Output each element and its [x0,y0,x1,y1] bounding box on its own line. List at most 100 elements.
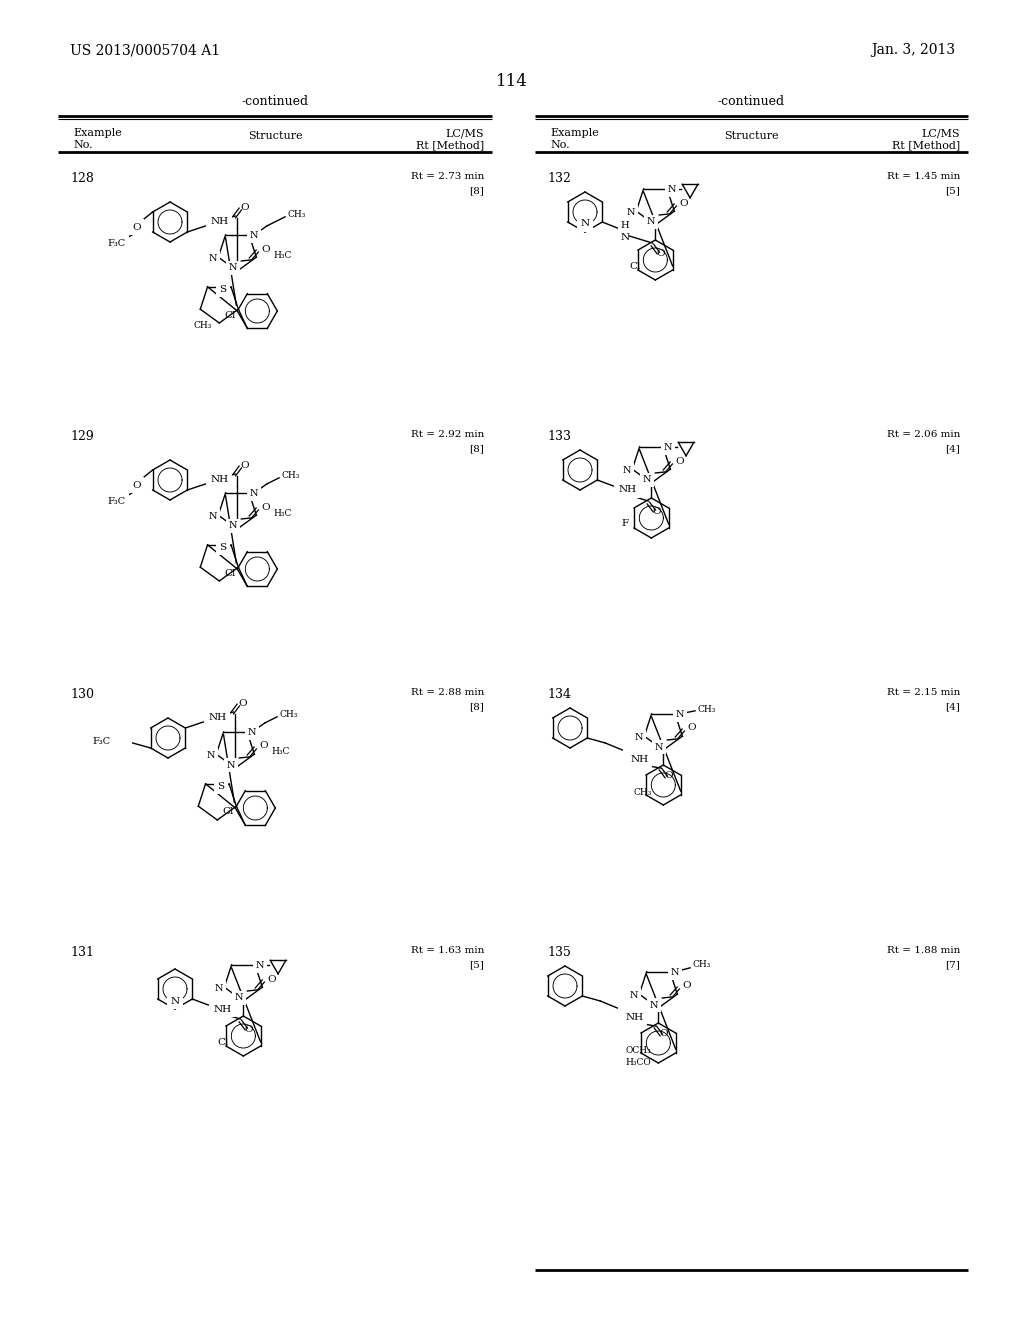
Text: NH: NH [618,486,637,495]
Text: OCH₃: OCH₃ [625,1045,651,1055]
Text: N: N [209,512,217,520]
Text: Rt = 2.88 min: Rt = 2.88 min [411,688,484,697]
Text: N: N [621,234,630,242]
Text: S: S [219,285,226,294]
Text: S: S [217,783,224,791]
Text: Cl: Cl [630,261,641,271]
Text: O: O [259,742,268,751]
Text: [4]: [4] [945,444,961,453]
Text: 129: 129 [70,430,94,444]
Text: N: N [676,710,684,719]
Text: 128: 128 [70,172,94,185]
Text: Rt = 2.92 min: Rt = 2.92 min [411,430,484,440]
Text: N: N [250,231,258,240]
Text: [4]: [4] [945,702,961,711]
Text: H₃C: H₃C [273,251,292,260]
Text: [8]: [8] [469,444,484,453]
Text: N: N [170,997,179,1006]
Text: O: O [261,503,270,511]
Text: [5]: [5] [945,186,961,195]
Text: NH: NH [626,1012,643,1022]
Text: F₃C: F₃C [92,737,111,746]
Text: [5]: [5] [469,960,484,969]
Text: NH: NH [208,714,226,722]
Text: CH₃: CH₃ [280,710,297,719]
Text: CH₃: CH₃ [634,788,652,797]
Text: N: N [215,983,223,993]
Text: O: O [132,223,141,231]
Text: N: N [623,466,632,475]
Text: O: O [679,198,688,207]
Text: F₃C: F₃C [108,496,126,506]
Text: LC/MS: LC/MS [445,128,484,139]
Text: O: O [682,982,691,990]
Text: O: O [241,202,249,211]
Text: Cl: Cl [224,310,236,319]
Text: F: F [622,519,629,528]
Text: No.: No. [73,140,92,150]
Text: H₃C: H₃C [271,747,290,756]
Text: 132: 132 [547,172,570,185]
Text: Rt = 1.45 min: Rt = 1.45 min [887,172,961,181]
Text: Rt = 2.06 min: Rt = 2.06 min [887,430,961,440]
Text: N: N [655,742,664,751]
Text: N: N [229,264,238,272]
Text: [8]: [8] [469,702,484,711]
Text: O: O [239,698,247,708]
Text: No.: No. [550,140,569,150]
Text: Rt [Method]: Rt [Method] [892,140,961,150]
Text: N: N [668,185,676,194]
Text: Rt = 1.63 min: Rt = 1.63 min [411,946,484,954]
Text: [8]: [8] [469,186,484,195]
Text: Rt = 2.15 min: Rt = 2.15 min [887,688,961,697]
Text: N: N [229,521,238,531]
Text: -continued: -continued [718,95,785,108]
Text: Example: Example [550,128,599,139]
Text: O: O [267,974,275,983]
Text: CH₃: CH₃ [287,210,305,219]
Text: NH: NH [213,1005,231,1014]
Text: 135: 135 [547,946,570,960]
Text: O: O [652,507,660,516]
Text: N: N [650,1001,658,1010]
Text: US 2013/0005704 A1: US 2013/0005704 A1 [70,44,220,57]
Text: N: N [256,961,264,970]
Text: Structure: Structure [248,131,302,141]
Text: O: O [659,1030,668,1039]
Text: CH₃: CH₃ [194,321,212,330]
Text: H: H [621,220,629,230]
Text: Structure: Structure [724,131,779,141]
Text: F₃C: F₃C [108,239,126,248]
Text: Cl: Cl [224,569,236,578]
Text: Rt = 2.73 min: Rt = 2.73 min [411,172,484,181]
Text: CH₃: CH₃ [281,471,299,480]
Text: 114: 114 [496,74,528,91]
Text: O: O [241,461,249,470]
Text: Cl: Cl [222,808,233,817]
Text: N: N [236,994,244,1002]
Text: NH: NH [631,755,648,763]
Text: N: N [635,733,643,742]
Text: NH: NH [210,475,228,484]
Text: Rt [Method]: Rt [Method] [416,140,484,150]
Text: O: O [656,248,665,257]
Text: CH₃: CH₃ [697,705,716,714]
Text: NH: NH [210,218,228,227]
Text: O: O [132,480,141,490]
Text: N: N [248,729,256,738]
Text: N: N [250,490,258,499]
Text: S: S [219,544,226,552]
Text: O: O [261,244,270,253]
Text: 133: 133 [547,430,571,444]
Text: N: N [227,760,236,770]
Text: 134: 134 [547,688,571,701]
Text: O: O [675,457,684,466]
Text: N: N [581,219,590,228]
Text: Rt = 1.88 min: Rt = 1.88 min [887,946,961,954]
Text: 130: 130 [70,688,94,701]
Text: N: N [207,751,215,760]
Text: Example: Example [73,128,122,139]
Text: H₃C: H₃C [273,508,292,517]
Text: [7]: [7] [945,960,961,969]
Text: N: N [647,218,655,227]
